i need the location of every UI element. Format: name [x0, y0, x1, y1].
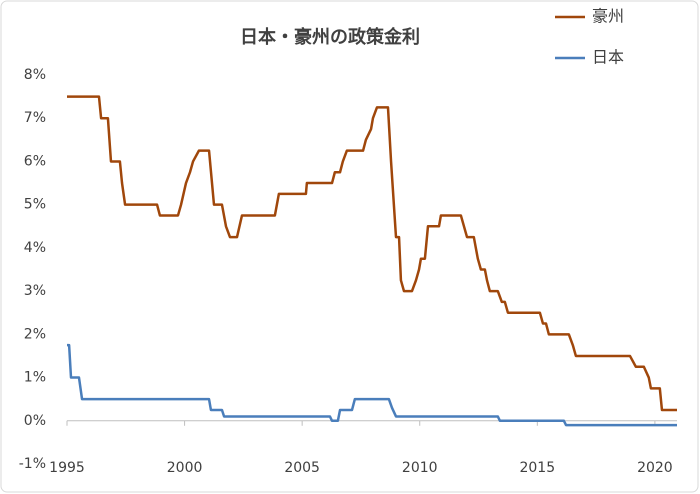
series-line: [67, 343, 677, 427]
y-tick-label: 8%: [24, 67, 46, 83]
y-tick-label: 7%: [24, 110, 46, 126]
y-tick-label: 2%: [24, 326, 46, 342]
y-tick-label: 5%: [24, 197, 46, 213]
x-tick-label: 2020: [637, 460, 673, 476]
legend-label: 豪州: [592, 7, 624, 26]
y-tick-label: 3%: [24, 283, 46, 299]
x-tick-label: 2010: [402, 460, 438, 476]
y-tick-label: -1%: [19, 456, 46, 472]
legend-label: 日本: [592, 48, 624, 67]
y-tick-label: 4%: [24, 240, 46, 256]
y-tick-label: 1%: [24, 370, 46, 386]
x-tick-label: 2005: [284, 460, 320, 476]
y-tick-label: 6%: [24, 153, 46, 169]
series-line: [67, 95, 677, 412]
x-tick-label: 1995: [49, 460, 85, 476]
chart-title: 日本・豪州の政策金利: [240, 26, 420, 48]
x-tick-label: 2015: [519, 460, 555, 476]
x-tick-label: 2000: [167, 460, 203, 476]
y-tick-label: 0%: [24, 413, 46, 429]
